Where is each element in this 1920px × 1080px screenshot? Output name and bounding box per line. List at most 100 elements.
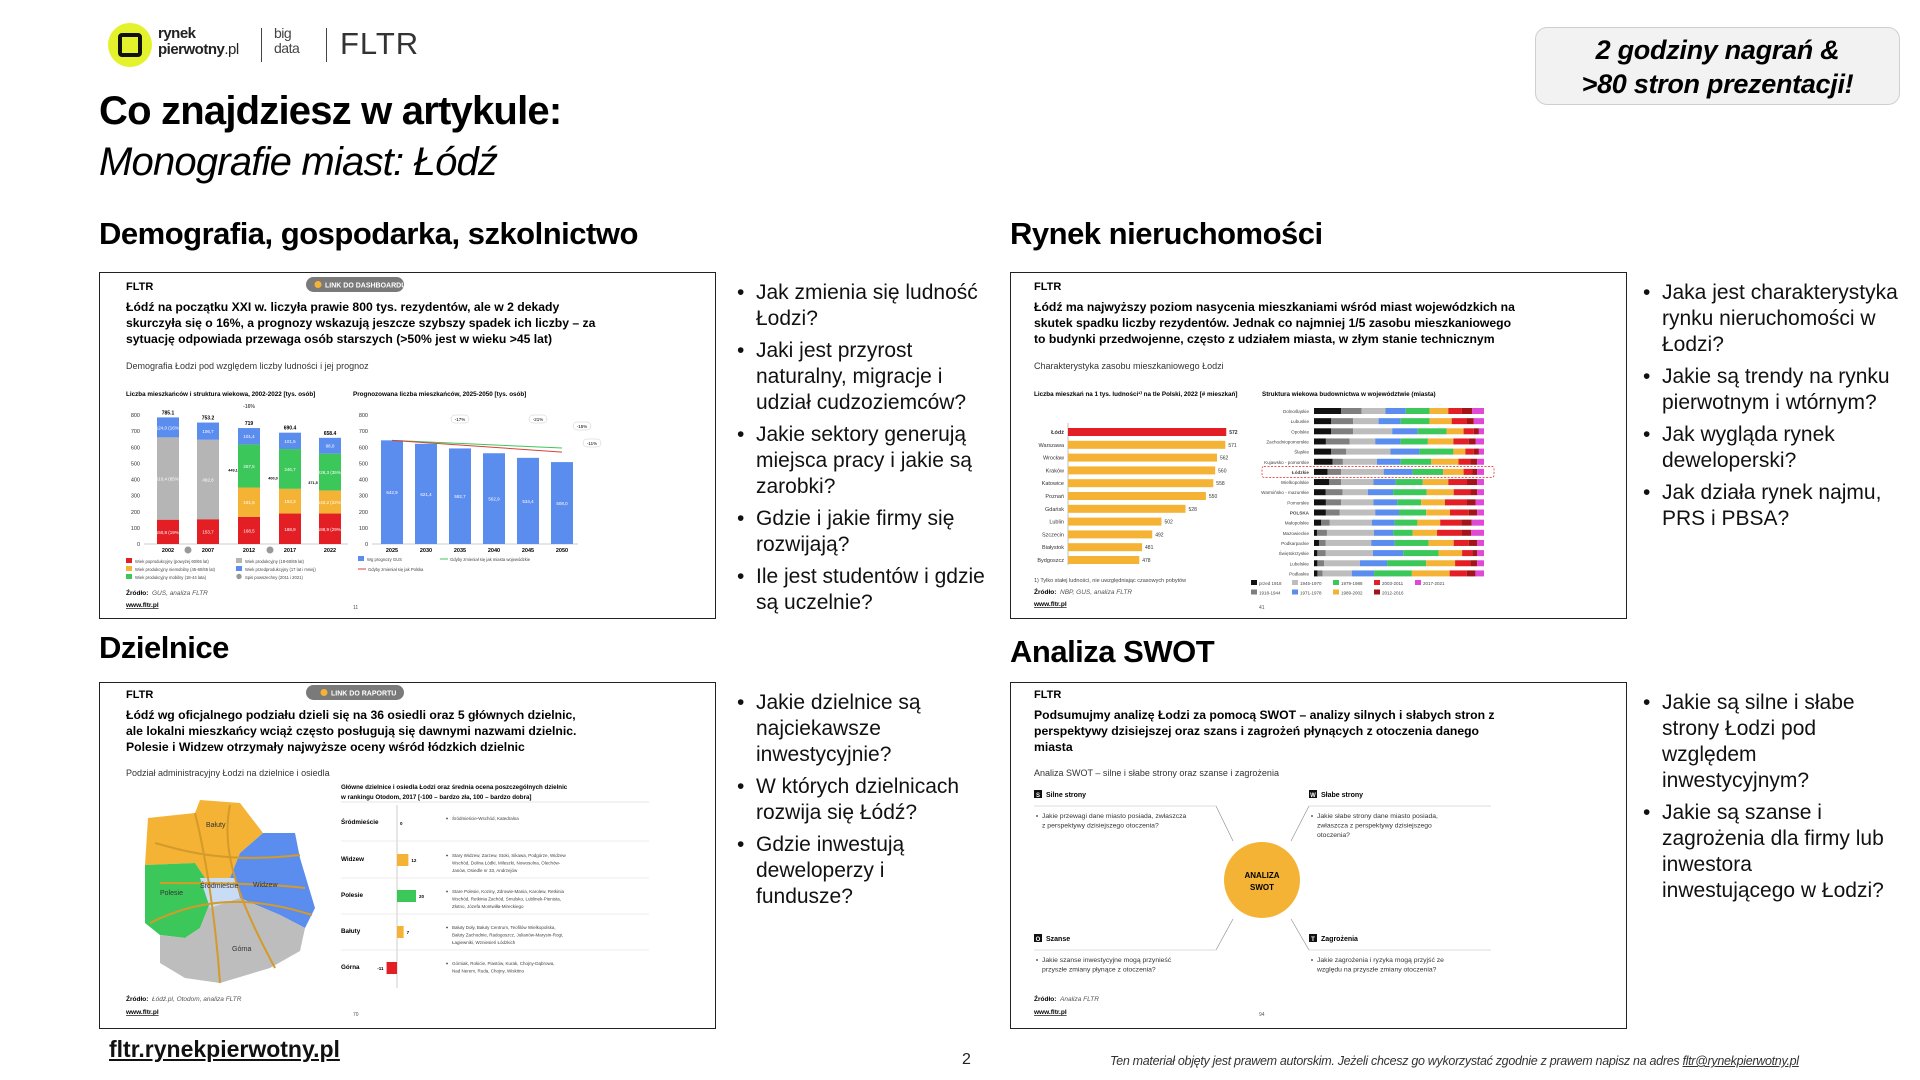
stacked-bar-segment xyxy=(238,516,260,544)
bar-value-label: 267,5 xyxy=(243,464,255,469)
stacked-bar-segment xyxy=(1373,499,1398,506)
bar-category-label: Bydgoszcz xyxy=(1037,558,1064,564)
swot-center-label: ANALIZA xyxy=(1244,871,1279,880)
legend-swatch xyxy=(1292,580,1298,585)
rating-value: 0 xyxy=(400,821,403,826)
report-link-pill[interactable]: LINK DO RAPORTU xyxy=(306,685,404,700)
logo-divider xyxy=(261,28,262,62)
y-tick-label: 500 xyxy=(131,461,140,467)
chart-title: Prognozowana liczba mieszkańców, 2025-20… xyxy=(353,391,526,398)
slide-brand: FLTR xyxy=(1034,281,1061,293)
y-tick-label: 400 xyxy=(131,478,140,484)
legend-swatch xyxy=(1292,589,1298,595)
swot-letter-box xyxy=(1034,790,1042,798)
source-label: Źródło: xyxy=(1034,587,1056,596)
stacked-bar-segment xyxy=(1314,458,1333,465)
questions-demography: Jak zmienia się ludność Łodzi? Jaki jest … xyxy=(737,280,987,622)
row-label: Małopolskie xyxy=(1285,521,1310,526)
question-item: Gdzie inwestują deweloperzy i fundusze? xyxy=(737,832,987,910)
bar-category-label: Łódź xyxy=(1051,430,1064,436)
x-tick-label: 2045 xyxy=(522,548,534,554)
slide-brand: FLTR xyxy=(126,281,153,293)
legend-label: Gdyby zmieniał się jak Polska xyxy=(368,567,424,572)
stacked-bar-segment xyxy=(1437,529,1462,536)
swot-letter: O xyxy=(1036,937,1041,943)
rynekpierwotny-logo-icon xyxy=(108,23,152,67)
district-osiedla: Bałuty Zachodnie, Radogoszcz, Julianów-M… xyxy=(452,933,563,938)
stacked-bar-segment xyxy=(1325,509,1340,516)
bar xyxy=(1068,453,1218,462)
question-item: Jakie dzielnice są najciekawsze inwestyc… xyxy=(737,690,987,768)
stacked-bar-segment xyxy=(1314,408,1342,414)
dashboard-link-pill[interactable]: LINK DO DASHBOARDU xyxy=(306,277,406,292)
stacked-bar-segment xyxy=(1314,509,1326,516)
legend-label: 1918-1944 xyxy=(1259,591,1281,596)
row-label: Podkarpackie xyxy=(1281,541,1309,546)
bracket-label: 449,1 xyxy=(228,469,238,473)
chart-title: Liczba mieszkańców i struktura wiekowa, … xyxy=(126,391,315,398)
footer-website-link[interactable]: fltr.rynekpierwotny.pl xyxy=(109,1036,340,1062)
badge-line2: >80 stron prezentacji! xyxy=(1581,69,1854,99)
legend-label: 1945-1970 xyxy=(1300,581,1322,586)
annotation-bubble xyxy=(582,438,602,448)
stacked-bar-segment xyxy=(1475,570,1484,577)
stacked-bar-segment xyxy=(1325,438,1350,445)
slide-brand: FLTR xyxy=(126,689,153,701)
chart-title: w rankingu Otodom, 2017 [-100 – bardzo z… xyxy=(340,794,531,801)
x-tick-label: 2040 xyxy=(488,548,500,554)
bar-total-label: 753.2 xyxy=(202,416,215,422)
district-osiedla: Stary Widzew, Zarzew, Stoki, Sikawa, Pod… xyxy=(452,853,567,858)
question-item: Jakie są szanse i zagrożenia dla firmy l… xyxy=(1643,800,1888,904)
contact-email-link[interactable]: fltr@rynekpierwotny.pl xyxy=(1682,1054,1799,1068)
stacked-bar-segment xyxy=(1399,509,1427,516)
stacked-bar-segment xyxy=(1451,418,1467,425)
legend-swatch xyxy=(1333,589,1339,595)
stacked-bar-segment xyxy=(1314,448,1331,455)
x-tick-label: 2022 xyxy=(324,548,336,554)
stacked-bar-segment xyxy=(1477,468,1484,475)
slide-title-line: perspektywy dzisiejszej oraz szans i zag… xyxy=(1034,724,1479,738)
annotation: -21% xyxy=(533,417,544,422)
www-link: www.fltr.pl xyxy=(1033,601,1067,608)
slide-real-estate: FLTR Łódź ma najwyższy poziom nasycenia … xyxy=(1033,281,1515,611)
district-osiedla: Wschód, Retkinia Zachód, Smulsko, Lublin… xyxy=(452,897,561,902)
district-osiedla: Łagiewniki, Wzniesień Łódzkich xyxy=(452,940,516,945)
swot-question: Jakie zagrożenia i ryzyka mogą przyjść z… xyxy=(1317,957,1444,964)
bar-value-label: 550 xyxy=(1209,494,1218,500)
legend-label: Wiek produkcyjny niemobilny (45-60/65 la… xyxy=(135,567,216,572)
question-item: Jak wygląda rynek deweloperski? xyxy=(1643,422,1898,474)
logo-divider xyxy=(326,28,327,62)
row-label: Zachodniopomorskie xyxy=(1266,439,1309,444)
legend-swatch xyxy=(236,566,242,571)
stacked-bar-segment xyxy=(157,417,179,438)
swot-center-circle xyxy=(1224,842,1300,918)
stacked-bar-segment xyxy=(1453,448,1466,455)
rating-bar xyxy=(397,926,404,938)
stacked-bar-segment xyxy=(1419,448,1454,455)
stacked-bar-segment xyxy=(1325,550,1373,557)
stacked-bar-segment xyxy=(197,439,219,520)
x-tick-label: 2017 xyxy=(284,548,296,554)
map-district-gorna xyxy=(160,898,305,983)
legend-swatch xyxy=(1251,580,1257,585)
stacked-bar-segment xyxy=(1349,438,1376,445)
source-text: Łódź.pl, Otodom, analiza FLTR xyxy=(152,996,242,1003)
y-tick-label: 300 xyxy=(131,494,140,500)
stacked-bar-segment xyxy=(1331,428,1354,435)
stacked-bar-segment xyxy=(1461,519,1472,526)
stacked-bar-segment xyxy=(1314,479,1330,486)
stacked-bar-segment xyxy=(1314,468,1328,475)
stacked-bar-segment xyxy=(1375,438,1401,445)
swot-question: Jakie słabe strony dane miasto posiada, xyxy=(1317,813,1438,820)
bar-value-label: 106,7 xyxy=(202,429,214,434)
stacked-bar-segment xyxy=(1450,509,1469,516)
legend-swatch xyxy=(126,566,132,571)
stacked-bar-segment xyxy=(1314,489,1326,496)
swot-quadrant-label: Szanse xyxy=(1046,936,1070,943)
stacked-bar-segment xyxy=(1475,499,1484,506)
stacked-bar-segment xyxy=(1470,560,1478,567)
slide-title-line: Łódź wg oficjalnego podziału dzieli się … xyxy=(126,708,576,722)
footnote: 1) Tylko stałej ludności, nie uwzględnia… xyxy=(1034,578,1186,584)
y-tick-label: 100 xyxy=(359,526,368,532)
stacked-bar-segment xyxy=(1453,489,1471,496)
